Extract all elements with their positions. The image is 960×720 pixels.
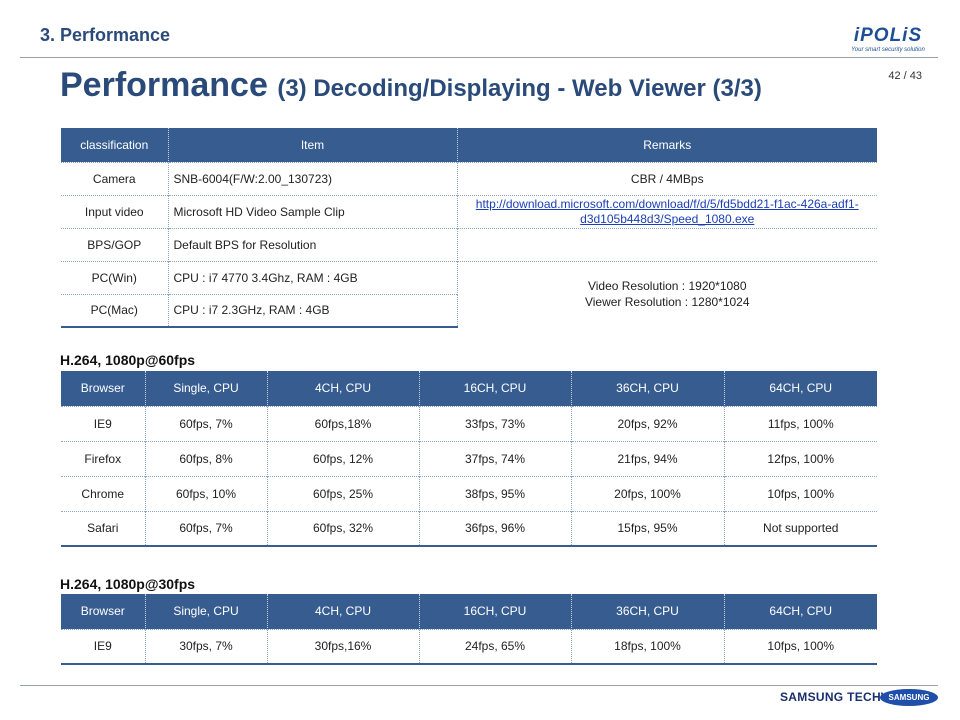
table-cell: 60fps, 7% <box>144 510 267 547</box>
table-cell: IE9 <box>61 628 145 665</box>
table-row: PC(Win) CPU : i7 4770 3.4Ghz, RAM : 4GB … <box>61 260 877 327</box>
table-heading-30fps: H.264, 1080p@30fps <box>60 576 196 592</box>
table-cell: 38fps, 95% <box>418 475 571 511</box>
table-cell: PC(Win) <box>61 260 168 294</box>
table-cell: CPU : i7 2.3GHz, RAM : 4GB <box>167 293 457 328</box>
table-cell: Input video <box>61 194 168 228</box>
table-cell: 21fps, 94% <box>570 440 724 476</box>
footer-divider <box>20 685 938 686</box>
column-header: 4CH, CPU <box>266 594 419 629</box>
table-cell: http://download.microsoft.com/download/f… <box>456 194 877 228</box>
table-cell-resolution: Video Resolution : 1920*1080 Viewer Reso… <box>456 260 877 327</box>
table-cell: Chrome <box>61 475 145 511</box>
column-header: Single, CPU <box>144 594 267 629</box>
table-cell: 10fps, 100% <box>723 628 877 665</box>
table-cell: 60fps, 8% <box>144 440 267 476</box>
table-cell: 33fps, 73% <box>418 405 571 441</box>
column-header: 64CH, CPU <box>723 594 877 629</box>
table-cell: 37fps, 74% <box>418 440 571 476</box>
samsung-logo: SAMSUNG <box>880 689 938 706</box>
table-cell: 24fps, 65% <box>418 628 571 665</box>
section-title: 3. Performance <box>40 25 171 45</box>
column-header: classification <box>61 128 168 162</box>
download-link[interactable]: http://download.microsoft.com/download/f… <box>475 196 859 226</box>
table-cell: Safari <box>61 510 145 547</box>
performance-table-60fps: Browser Single, CPU 4CH, CPU 16CH, CPU 3… <box>61 371 877 547</box>
table-cell: 15fps, 95% <box>570 510 724 547</box>
table-row: IE9 30fps, 7% 30fps,16% 24fps, 65% 18fps… <box>61 628 877 665</box>
table-cell: CPU : i7 4770 3.4Ghz, RAM : 4GB <box>167 260 457 294</box>
table-cell: Not supported <box>723 510 877 547</box>
page-number: 42 / 43 <box>888 70 922 82</box>
column-header: 16CH, CPU <box>418 594 571 629</box>
samsung-techwin-logo: SAMSUNG TECHWIN <box>780 690 906 704</box>
column-header: 36CH, CPU <box>570 371 724 406</box>
viewer-resolution: Viewer Resolution : 1280*1024 <box>584 295 750 310</box>
table-cell: 30fps,16% <box>266 628 419 665</box>
table-header-row: classification Item Remarks <box>61 128 877 162</box>
table-cell: SNB-6004(F/W:2.00_130723) <box>167 161 457 195</box>
column-header: Single, CPU <box>144 371 267 406</box>
table-heading-60fps: H.264, 1080p@60fps <box>60 352 196 368</box>
table-cell: 30fps, 7% <box>144 628 267 665</box>
table-row: Safari 60fps, 7% 60fps, 32% 36fps, 96% 1… <box>61 510 877 547</box>
table-cell: 18fps, 100% <box>570 628 724 665</box>
table-cell: 20fps, 100% <box>570 475 724 511</box>
table-row: Camera SNB-6004(F/W:2.00_130723) CBR / 4… <box>61 161 877 195</box>
table-cell: 60fps, 32% <box>266 510 419 547</box>
table-cell: Default BPS for Resolution <box>167 227 457 261</box>
table-cell: PC(Mac) <box>61 293 168 328</box>
test-environment-table: classification Item Remarks Camera SNB-6… <box>61 128 877 328</box>
table-cell: 60fps, 12% <box>266 440 419 476</box>
header-divider <box>20 57 938 58</box>
table-cell: 60fps, 10% <box>144 475 267 511</box>
table-row: Input video Microsoft HD Video Sample Cl… <box>61 194 877 228</box>
table-cell: 10fps, 100% <box>723 475 877 511</box>
column-header: Browser <box>61 594 145 629</box>
table-cell: 60fps, 25% <box>266 475 419 511</box>
column-header: 64CH, CPU <box>723 371 877 406</box>
table-cell: 36fps, 96% <box>418 510 571 547</box>
table-cell: 20fps, 92% <box>570 405 724 441</box>
table-row: Firefox 60fps, 8% 60fps, 12% 37fps, 74% … <box>61 440 877 476</box>
video-resolution: Video Resolution : 1920*1080 <box>587 279 747 294</box>
page-title-main: Performance <box>60 66 268 104</box>
table-row: IE9 60fps, 7% 60fps,18% 33fps, 73% 20fps… <box>61 405 877 441</box>
table-cell: 11fps, 100% <box>723 405 877 441</box>
column-header: Item <box>167 128 457 162</box>
table-header-row: Browser Single, CPU 4CH, CPU 16CH, CPU 3… <box>61 594 877 629</box>
table-cell: BPS/GOP <box>61 227 168 261</box>
table-row: Chrome 60fps, 10% 60fps, 25% 38fps, 95% … <box>61 475 877 511</box>
table-cell: 60fps,18% <box>266 405 419 441</box>
column-header: Browser <box>61 371 145 406</box>
table-row: PC(Mac) CPU : i7 2.3GHz, RAM : 4GB <box>61 293 877 328</box>
table-header-row: Browser Single, CPU 4CH, CPU 16CH, CPU 3… <box>61 371 877 406</box>
ipolis-logo: iPOLiS Your smart security solution <box>838 26 938 54</box>
logo-text: iPOLiS <box>853 25 923 46</box>
table-cell: Firefox <box>61 440 145 476</box>
page-title-sub: (3) Decoding/Displaying - Web Viewer (3/… <box>277 75 762 102</box>
column-header: 4CH, CPU <box>266 371 419 406</box>
column-header: Remarks <box>456 128 877 162</box>
table-row: BPS/GOP Default BPS for Resolution <box>61 227 877 261</box>
column-header: 16CH, CPU <box>418 371 571 406</box>
table-cell: 60fps, 7% <box>144 405 267 441</box>
table-cell: 12fps, 100% <box>723 440 877 476</box>
table-cell: Camera <box>61 161 168 195</box>
table-cell: CBR / 4MBps <box>456 161 877 195</box>
page-title: Performance (3) Decoding/Displaying - We… <box>60 66 762 105</box>
table-cell: Microsoft HD Video Sample Clip <box>167 194 457 228</box>
column-header: 36CH, CPU <box>570 594 724 629</box>
logo-tagline: Your smart security solution <box>851 47 925 53</box>
table-cell <box>456 227 877 261</box>
table-cell: IE9 <box>61 405 145 441</box>
performance-table-30fps: Browser Single, CPU 4CH, CPU 16CH, CPU 3… <box>61 594 877 665</box>
